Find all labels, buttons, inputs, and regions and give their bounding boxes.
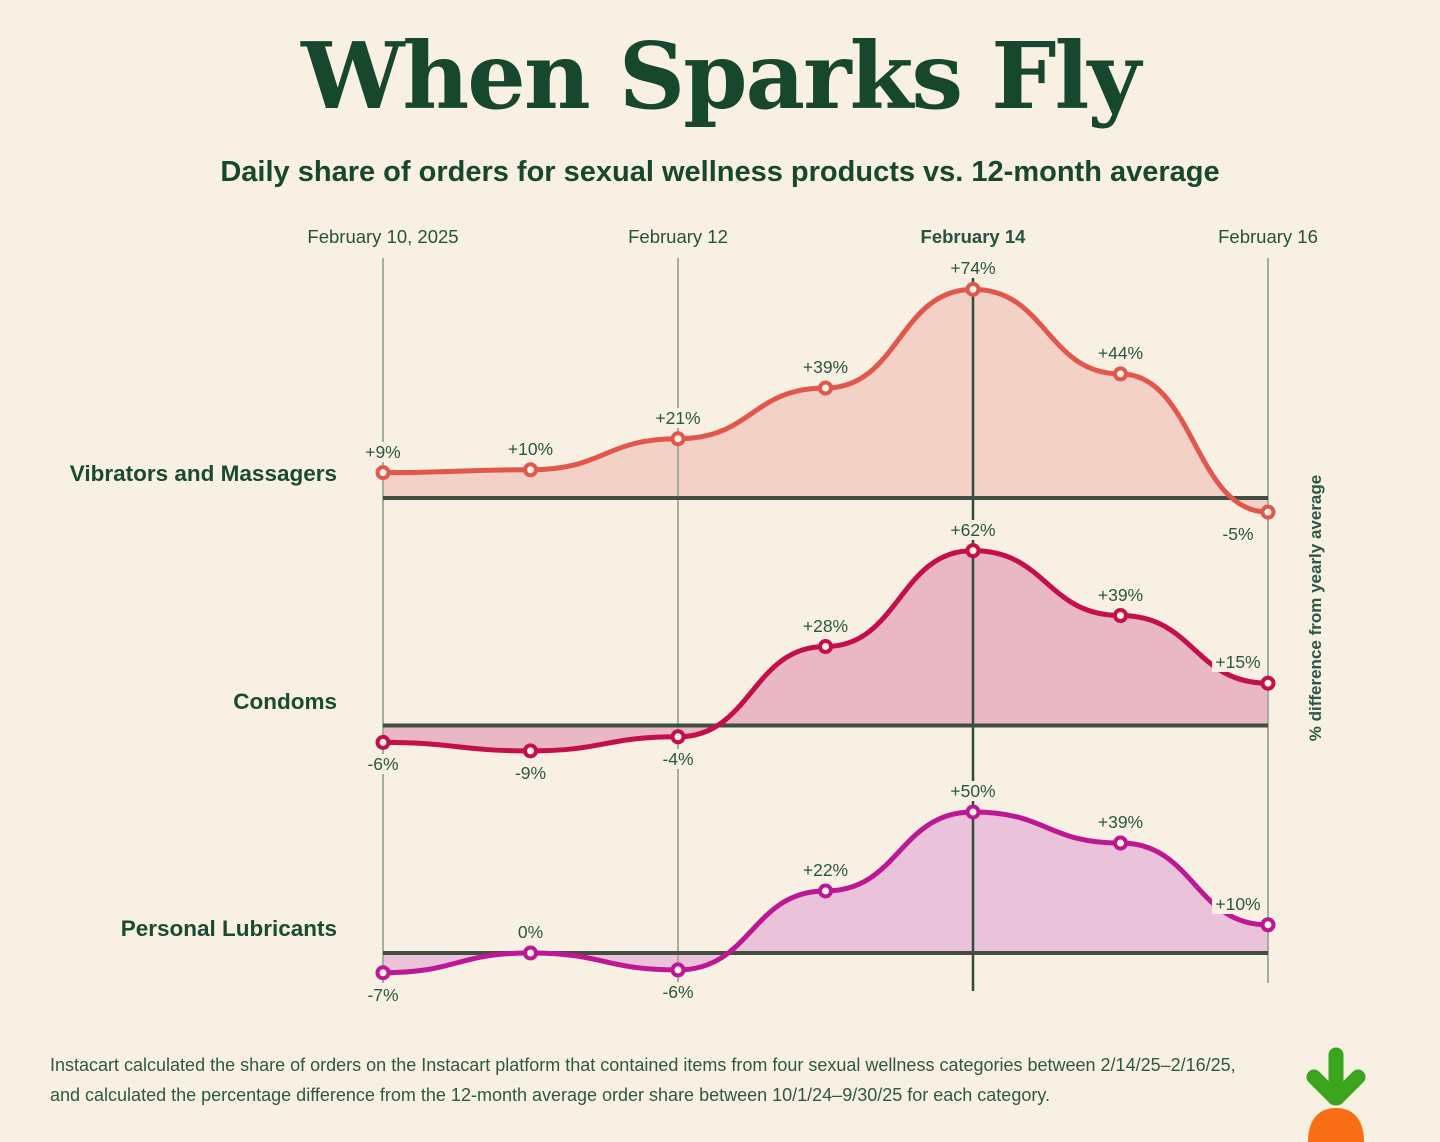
page-subtitle: Daily share of orders for sexual wellnes…: [220, 156, 1220, 188]
data-point-marker: [818, 639, 833, 655]
series-line: [382, 286, 1269, 515]
data-point-marker: [1113, 835, 1128, 851]
data-point-marker: [965, 543, 981, 559]
data-point-marker: [375, 465, 391, 481]
data-point-marker: [523, 743, 538, 759]
data-point-marker: [375, 965, 391, 981]
data-point-marker: [1113, 366, 1128, 382]
data-point-marker: [1260, 917, 1276, 933]
data-point-marker: [818, 883, 833, 899]
data-point-marker: [670, 729, 686, 745]
methodology-note: Instacart calculated the share of orders…: [50, 1055, 1236, 1105]
data-point-marker: [818, 380, 833, 396]
data-point-marker: [375, 734, 391, 750]
data-point-marker: [1260, 504, 1276, 520]
data-point-marker: [523, 462, 538, 478]
data-point-marker: [523, 945, 538, 961]
y-axis-label: % difference from yearly average: [1306, 474, 1325, 742]
data-point-marker: [1260, 675, 1276, 691]
data-point-marker: [1113, 608, 1128, 624]
series-area: [383, 289, 1268, 513]
data-point-marker: [670, 431, 686, 447]
page-title: When Sparks Fly: [301, 22, 1141, 130]
carrot-body: [1308, 1108, 1364, 1142]
data-point-marker: [965, 804, 981, 820]
instacart-carrot-logo: [1306, 1047, 1366, 1142]
arrow-down-icon: [1306, 1047, 1366, 1106]
data-point-marker: [670, 962, 686, 978]
data-point-marker: [965, 281, 981, 297]
